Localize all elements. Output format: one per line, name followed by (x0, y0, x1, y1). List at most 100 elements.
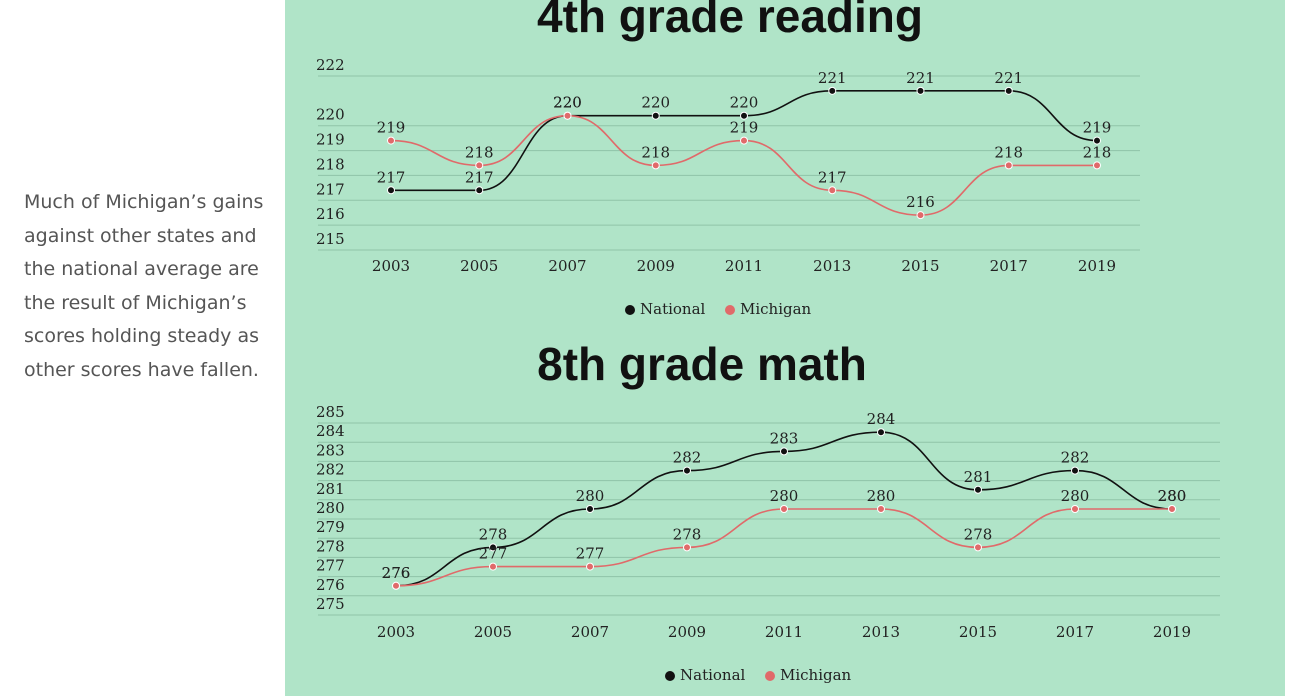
point (780, 505, 788, 513)
y-tick-label: 215 (316, 230, 345, 248)
point (1071, 505, 1079, 513)
legend-label: National (680, 666, 746, 684)
data-label: 280 (867, 487, 896, 505)
y-tick-label: 280 (316, 499, 345, 517)
data-label: 282 (673, 449, 702, 467)
data-label: 220 (553, 94, 582, 112)
data-label: 216 (906, 193, 935, 211)
data-label: 221 (906, 69, 935, 87)
point (1071, 466, 1079, 475)
data-label: 276 (382, 564, 411, 582)
point (489, 562, 497, 571)
data-label: 217 (818, 168, 847, 186)
chart-title: 8th grade math (537, 338, 867, 390)
data-label: 221 (818, 69, 847, 87)
point (828, 186, 837, 195)
point (683, 466, 691, 475)
data-label: 283 (770, 429, 799, 447)
point (916, 86, 925, 95)
y-tick-label: 283 (316, 441, 345, 459)
data-label: 280 (1158, 487, 1187, 505)
y-tick-label: 276 (316, 576, 345, 594)
x-tick-label: 2019 (1153, 623, 1191, 641)
data-label: 221 (994, 69, 1023, 87)
point (740, 111, 748, 120)
data-label: 217 (465, 168, 494, 186)
data-label: 218 (1083, 143, 1112, 161)
legend-label: Michigan (780, 666, 852, 684)
x-tick-label: 2015 (901, 257, 939, 275)
point (683, 543, 691, 552)
point (586, 505, 594, 513)
legend-marker (665, 671, 675, 681)
legend-label: National (640, 300, 706, 318)
data-label: 220 (553, 94, 582, 112)
x-tick-label: 2011 (725, 257, 763, 275)
data-label: 282 (1061, 449, 1090, 467)
point (392, 581, 400, 590)
point (1004, 86, 1013, 95)
point (974, 543, 982, 552)
y-tick-label: 275 (316, 595, 345, 613)
y-tick-label: 279 (316, 518, 345, 536)
point (780, 447, 788, 456)
description: Much of Michigan’s gains against other s… (24, 191, 264, 381)
x-tick-label: 2007 (548, 257, 586, 275)
data-label: 278 (964, 525, 993, 543)
legend-marker (625, 305, 635, 315)
y-tick-label: 220 (316, 106, 345, 124)
x-tick-label: 2003 (377, 623, 415, 641)
point (877, 428, 885, 437)
y-tick-label: 216 (316, 205, 345, 223)
data-label: 278 (673, 525, 702, 543)
legend-label: Michigan (740, 300, 812, 318)
point (387, 136, 395, 145)
point (1093, 136, 1101, 145)
x-tick-label: 2011 (765, 623, 803, 641)
x-tick-label: 2017 (1056, 623, 1094, 641)
y-tick-label: 277 (316, 557, 345, 575)
y-tick-label: 282 (316, 461, 345, 479)
point (1168, 505, 1176, 513)
data-label: 218 (465, 143, 494, 161)
data-label: 280 (770, 487, 799, 505)
data-label: 278 (479, 525, 508, 543)
point (828, 86, 837, 95)
data-label: 280 (1061, 487, 1090, 505)
legend-marker (725, 305, 735, 315)
y-tick-label: 217 (316, 180, 345, 198)
y-tick-label: 218 (316, 155, 345, 173)
y-tick-label: 285 (316, 403, 345, 421)
point (916, 211, 925, 220)
x-tick-label: 2019 (1078, 257, 1116, 275)
data-label: 218 (994, 143, 1023, 161)
data-label: 281 (964, 468, 993, 486)
x-tick-label: 2017 (990, 257, 1028, 275)
data-label: 220 (641, 94, 670, 112)
data-label: 219 (1083, 119, 1112, 137)
y-tick-label: 222 (316, 56, 345, 74)
data-label: 219 (377, 119, 406, 137)
x-tick-label: 2015 (959, 623, 997, 641)
x-tick-label: 2007 (571, 623, 609, 641)
data-label: 280 (1158, 487, 1187, 505)
point (387, 186, 395, 195)
point (563, 111, 572, 120)
point (1093, 161, 1101, 170)
x-tick-label: 2009 (637, 257, 675, 275)
data-label: 277 (576, 545, 605, 563)
point (475, 161, 484, 170)
x-tick-label: 2013 (862, 623, 900, 641)
panel (285, 0, 1285, 696)
data-label: 217 (377, 168, 406, 186)
x-tick-label: 2005 (474, 623, 512, 641)
legend-marker (765, 671, 775, 681)
data-label: 284 (867, 410, 896, 428)
x-tick-label: 2013 (813, 257, 851, 275)
x-tick-label: 2005 (460, 257, 498, 275)
chart-title: 4th grade reading (537, 0, 923, 42)
point (877, 505, 885, 513)
point (489, 543, 497, 552)
